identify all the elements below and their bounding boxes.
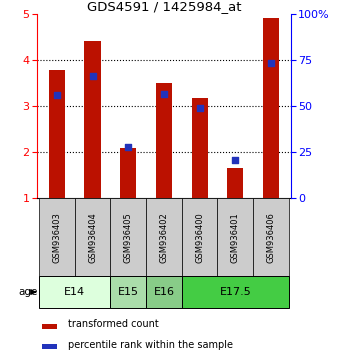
Point xyxy=(161,91,167,97)
Bar xyxy=(146,198,182,276)
Bar xyxy=(39,276,111,308)
Text: GSM936406: GSM936406 xyxy=(267,212,275,263)
Text: percentile rank within the sample: percentile rank within the sample xyxy=(68,340,233,350)
Bar xyxy=(120,148,136,198)
Text: GSM936400: GSM936400 xyxy=(195,212,204,263)
Text: GSM936402: GSM936402 xyxy=(160,212,168,263)
Bar xyxy=(217,198,253,276)
Text: transformed count: transformed count xyxy=(68,319,158,329)
Point xyxy=(233,157,238,163)
Bar xyxy=(42,344,57,349)
Bar xyxy=(75,198,111,276)
Bar xyxy=(227,169,243,198)
Point xyxy=(197,105,202,110)
Text: GSM936403: GSM936403 xyxy=(52,212,61,263)
Text: E14: E14 xyxy=(64,287,85,297)
Bar xyxy=(111,198,146,276)
Bar xyxy=(42,324,57,329)
Point xyxy=(268,61,274,66)
Text: GSM936405: GSM936405 xyxy=(124,212,133,263)
Bar xyxy=(253,198,289,276)
Bar xyxy=(146,276,182,308)
Bar xyxy=(182,276,289,308)
Bar xyxy=(49,70,65,198)
Point xyxy=(125,144,131,149)
Text: E15: E15 xyxy=(118,287,139,297)
Text: GSM936404: GSM936404 xyxy=(88,212,97,263)
Bar xyxy=(39,198,75,276)
Bar xyxy=(84,41,101,198)
Point xyxy=(54,92,59,97)
Bar xyxy=(111,276,146,308)
Bar xyxy=(156,83,172,198)
Bar xyxy=(263,18,279,198)
Text: age: age xyxy=(19,287,38,297)
Bar xyxy=(192,98,208,198)
Text: E17.5: E17.5 xyxy=(219,287,251,297)
Text: GSM936401: GSM936401 xyxy=(231,212,240,263)
Bar xyxy=(182,198,217,276)
Text: E16: E16 xyxy=(153,287,174,297)
Point xyxy=(90,74,95,79)
Title: GDS4591 / 1425984_at: GDS4591 / 1425984_at xyxy=(87,0,241,13)
